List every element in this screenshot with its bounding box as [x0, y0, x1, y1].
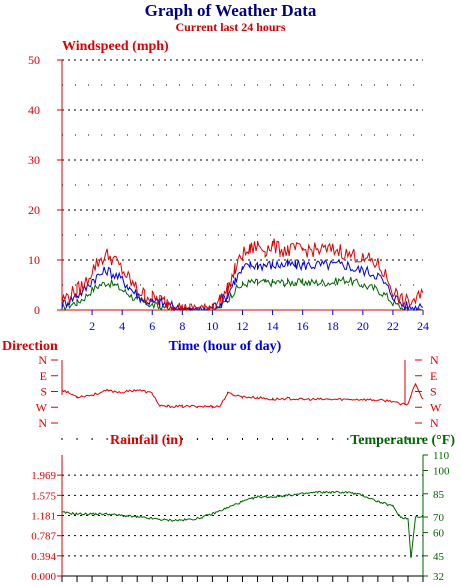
y-tick-label: 10 [28, 253, 40, 267]
x-tick-label: 12 [237, 319, 249, 333]
direction-tick-left: W [36, 400, 48, 414]
x-tick-label: 20 [357, 319, 369, 333]
direction-tick-right: W [430, 400, 442, 414]
x-tick-label: 16 [297, 319, 309, 333]
rainfall-tick-label: 0.000 [31, 571, 56, 583]
rainfall-tick-label: 1.575 [31, 490, 56, 502]
x-tick-label: 6 [149, 319, 155, 333]
direction-tick-left: N [38, 353, 47, 367]
windspeed-series-green [61, 275, 423, 312]
temperature-tick-label: 100 [433, 466, 450, 478]
y-tick-label: 30 [28, 153, 40, 167]
x-tick-label: 14 [267, 319, 279, 333]
rainfall-tick-label: 1.181 [31, 511, 56, 523]
windspeed-series-blue [61, 257, 424, 312]
direction-tick-right: N [430, 353, 439, 367]
temperature-series [61, 490, 424, 558]
temperature-tick-label: 110 [433, 450, 450, 462]
rainfall-temperature-panel: Rainfall (in) Temperature (°F) 0.000 0.394 0… [31, 433, 455, 583]
page-subtitle: Current last 24 hours [175, 20, 286, 34]
temperature-tick-label: 60 [433, 528, 445, 540]
temperature-tick-label: 70 [433, 512, 445, 524]
temperature-tick-label: 85 [433, 489, 445, 501]
direction-series [61, 382, 424, 409]
rainfall-tick-label: 0.787 [31, 531, 56, 543]
x-tick-label: 4 [119, 319, 125, 333]
direction-tick-right: S [430, 385, 437, 399]
direction-tick-left: N [38, 416, 47, 430]
direction-tick-right: E [430, 369, 437, 383]
direction-title: Direction [2, 339, 58, 354]
temperature-tick-label: 32 [433, 571, 444, 583]
x-tick-label: 18 [327, 319, 339, 333]
y-tick-label: 50 [28, 53, 40, 67]
x-tick-label: 10 [206, 319, 218, 333]
x-tick-label: 24 [417, 319, 429, 333]
direction-tick-left: E [40, 369, 47, 383]
y-tick-label: 20 [28, 203, 40, 217]
rainfall-tick-label: 0.394 [31, 551, 56, 563]
temperature-tick-label: 45 [433, 551, 445, 563]
x-tick-label: 22 [387, 319, 399, 333]
windspeed-series-red [61, 238, 424, 312]
direction-tick-left: S [40, 385, 47, 399]
direction-tick-right: N [430, 416, 439, 430]
x-tick-label: 8 [179, 319, 185, 333]
x-tick-label: 2 [89, 319, 95, 333]
windspeed-title: Windspeed (mph) [62, 39, 169, 54]
x-axis-label: Time (hour of day) [169, 339, 282, 354]
rainfall-tick-label: 1.969 [31, 470, 56, 482]
page-title: Graph of Weather Data [144, 1, 317, 20]
y-tick-label: 40 [28, 103, 40, 117]
y-tick-label: 0 [34, 303, 40, 317]
temperature-title: Temperature (°F) [350, 433, 455, 448]
rainfall-title: Rainfall (in) [110, 433, 183, 448]
